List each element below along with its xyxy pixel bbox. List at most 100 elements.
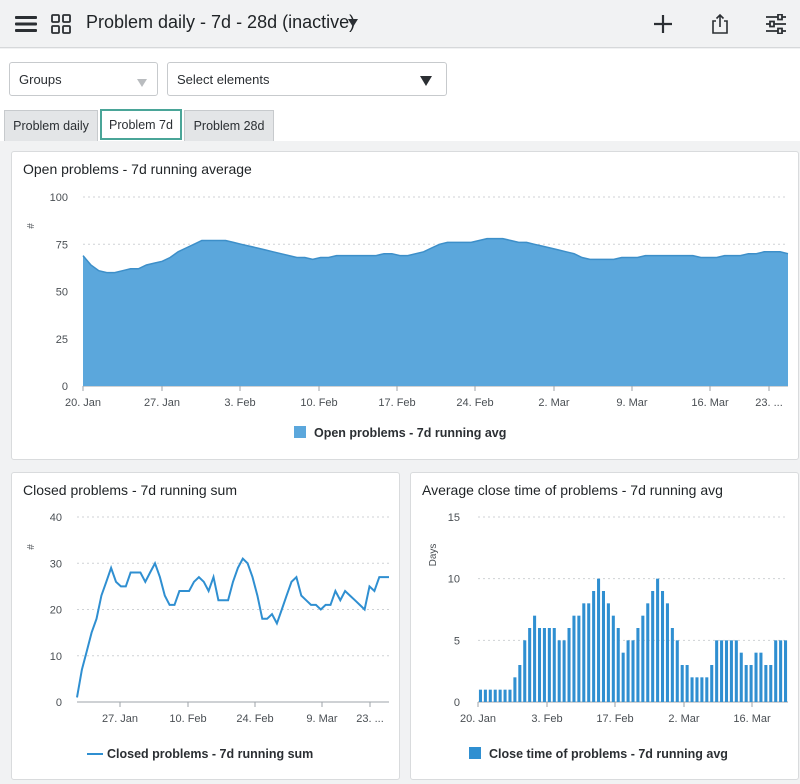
groups-select[interactable]: Groups — [9, 62, 158, 96]
bar — [779, 640, 783, 702]
bar — [646, 603, 650, 702]
bar — [651, 591, 655, 702]
chevron-down-icon — [420, 74, 432, 89]
y-tick-label: 20 — [50, 605, 62, 617]
x-tick-label: 9. Mar — [306, 713, 338, 725]
bar — [582, 603, 586, 702]
bar — [552, 628, 556, 702]
bar — [547, 628, 551, 702]
bar — [784, 640, 788, 702]
x-tick-label: 17. Feb — [596, 713, 633, 725]
bar — [478, 689, 482, 702]
chart-title: Open problems - 7d running average — [23, 161, 252, 177]
y-tick-label: 10 — [448, 574, 460, 586]
bar — [537, 628, 542, 702]
bar — [769, 665, 773, 702]
x-tick-label: 20. Jan — [460, 713, 496, 725]
bar — [493, 689, 497, 702]
bar — [715, 640, 719, 702]
legend-label: Closed problems - 7d running sum — [107, 747, 313, 761]
x-tick-label: 17. Feb — [378, 397, 415, 409]
x-tick-label: 24. Feb — [236, 713, 273, 725]
bar — [705, 677, 709, 702]
bar — [656, 578, 660, 702]
bar — [523, 640, 527, 702]
bar — [759, 652, 763, 702]
caret-down-icon[interactable] — [346, 16, 360, 30]
bar — [577, 615, 581, 702]
x-tick-label: 20. Jan — [65, 397, 101, 409]
bar — [685, 665, 689, 702]
open-problems-card: Open problems - 7d running average 0 25 50… — [11, 151, 799, 460]
y-tick-label: 50 — [56, 287, 68, 299]
legend-label: Open problems - 7d running avg — [314, 426, 506, 440]
groups-select-label: Groups — [19, 71, 62, 87]
y-tick-label: 40 — [50, 512, 62, 524]
bar — [670, 628, 674, 702]
x-tick-label: 9. Mar — [616, 397, 648, 409]
page-title: Problem daily - 7d - 28d (inactive) — [86, 12, 356, 32]
bar — [636, 628, 640, 702]
plus-icon[interactable] — [652, 13, 674, 35]
bar — [601, 591, 606, 702]
legend-swatch — [469, 747, 481, 759]
bar — [621, 652, 625, 702]
bar — [488, 689, 492, 702]
y-tick-label: 100 — [50, 192, 68, 204]
bar — [567, 628, 571, 702]
bar — [572, 615, 576, 702]
bar — [749, 665, 753, 702]
bar — [611, 615, 615, 702]
y-tick-label: 10 — [50, 651, 62, 663]
bar — [542, 628, 546, 702]
x-tick-label: 16. Mar — [691, 397, 729, 409]
x-tick-label: 23. ... — [755, 397, 783, 409]
y-axis-label: Days — [428, 544, 439, 567]
bar — [592, 591, 596, 702]
y-tick-label: 75 — [56, 239, 68, 251]
chevron-down-icon — [137, 75, 147, 90]
close-time-chart: 0 5 10 15 Days 20. Jan 3. Feb 17. Feb 2. Mar 16. … — [428, 512, 788, 761]
bar — [597, 578, 601, 702]
area-fill — [83, 238, 788, 386]
x-tick-label: 3. Feb — [531, 713, 562, 725]
closed-problems-chart: 0 10 20 30 40 #27. Jan 10. Feb 24. Feb 9. Mar 23.… — [26, 512, 389, 761]
menu-icon[interactable] — [14, 14, 38, 34]
bar — [690, 677, 694, 702]
bar — [665, 603, 669, 702]
bar — [508, 689, 512, 702]
bar — [660, 591, 665, 702]
chart-title: Average close time of problems - 7d runn… — [422, 482, 723, 498]
closed-problems-card: Closed problems - 7d running sum 0 10 20 30… — [11, 472, 400, 780]
x-tick-label: 16. Mar — [733, 713, 771, 725]
bar — [616, 628, 620, 702]
elements-select-label: Select elements — [177, 71, 270, 87]
open-problems-chart: 0 25 50 75 100 #20. Jan 27. Jan 3. Feb 10. Feb 17… — [26, 192, 789, 440]
bar — [754, 652, 758, 702]
bar — [606, 603, 610, 702]
x-tick-label: 2. Mar — [668, 713, 700, 725]
x-tick-label: 23. ... — [356, 713, 384, 725]
tab-problem-7d[interactable]: Problem 7d — [100, 109, 182, 140]
tab-problem-daily[interactable]: Problem daily — [4, 110, 98, 141]
dashboard-grid-icon[interactable] — [50, 13, 72, 35]
sliders-icon[interactable] — [764, 13, 788, 35]
bar — [503, 689, 507, 702]
bar — [533, 615, 537, 702]
elements-select[interactable]: Select elements — [167, 62, 447, 96]
y-tick-label: 0 — [454, 697, 460, 709]
bar — [720, 640, 724, 702]
bar — [710, 665, 714, 702]
bar — [774, 640, 778, 702]
series-line — [82, 237, 789, 274]
y-tick-label: 5 — [454, 635, 460, 647]
tab-problem-28d[interactable]: Problem 28d — [184, 110, 274, 141]
x-tick-label: 24. Feb — [456, 397, 493, 409]
y-tick-label: 0 — [56, 697, 62, 709]
y-tick-label: 0 — [62, 381, 68, 393]
top-bar: Problem daily - 7d - 28d (inactive) — [0, 0, 800, 48]
bar — [680, 665, 684, 702]
tab-bar: Problem daily Problem 7d Problem 28d — [0, 107, 800, 141]
share-icon[interactable] — [709, 12, 731, 36]
x-tick-label: 3. Feb — [224, 397, 255, 409]
